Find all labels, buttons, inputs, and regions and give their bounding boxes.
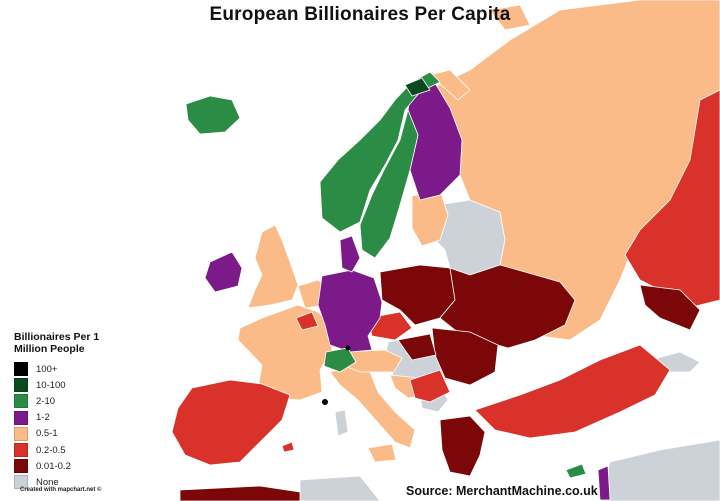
legend-item: 1-2 xyxy=(14,410,154,426)
legend-swatch xyxy=(14,443,28,458)
country-russia-caucasus xyxy=(639,284,701,331)
country-sardinia-none xyxy=(334,409,349,437)
region-100-plus-group xyxy=(322,345,351,405)
legend-swatch xyxy=(14,459,28,474)
legend-swatch xyxy=(14,475,28,490)
country-hungary xyxy=(397,333,437,361)
country-germany xyxy=(317,269,383,353)
country-russia xyxy=(427,0,720,341)
country-greece xyxy=(439,415,486,477)
legend-item: 0.2-0.5 xyxy=(14,442,154,458)
region-1-2-group xyxy=(204,77,611,501)
country-luxembourg-area xyxy=(295,311,319,331)
country-africa-none xyxy=(299,475,381,501)
country-sicily xyxy=(367,443,397,463)
legend-swatch xyxy=(14,410,28,425)
country-cyprus-east xyxy=(597,465,611,501)
legend-swatch xyxy=(14,394,28,409)
legend-label: 100+ xyxy=(36,363,58,375)
legend-item: 10-100 xyxy=(14,377,154,393)
country-middle-east-none xyxy=(599,439,720,501)
country-kazakhstan-east-russia xyxy=(624,89,720,311)
legend-title: Billionaires Per 1 Million People xyxy=(14,331,100,355)
legend-swatch xyxy=(14,378,28,393)
legend-label: 0.5-1 xyxy=(36,428,58,440)
legend-item: 0.5-1 xyxy=(14,426,154,442)
country-ireland xyxy=(204,251,243,293)
country-denmark xyxy=(339,235,361,273)
country-switzerland-liechtenstein xyxy=(323,347,357,373)
country-sweden xyxy=(359,108,419,259)
country-uk xyxy=(247,224,299,309)
country-russia-north-island xyxy=(489,4,531,31)
legend-item: 2-10 xyxy=(14,393,154,409)
country-bosnia-serbia xyxy=(409,369,451,403)
country-north-africa xyxy=(179,485,301,501)
legend-swatch xyxy=(14,426,28,441)
country-malta xyxy=(281,441,295,453)
legend-item: None xyxy=(14,474,154,490)
legend: Billionaires Per 1 Million People 100+ 1… xyxy=(14,331,154,491)
country-cyprus xyxy=(565,463,587,479)
country-romania-moldova xyxy=(431,327,499,386)
country-ukraine xyxy=(439,264,576,349)
region-10-100-group xyxy=(323,77,431,373)
country-turkey xyxy=(474,344,671,439)
country-finland-adjacent xyxy=(429,69,471,101)
map-title: European Billionaires Per Capita xyxy=(209,4,511,25)
country-monaco xyxy=(322,399,328,405)
legend-label: 2-10 xyxy=(36,395,56,407)
country-spain xyxy=(171,379,291,466)
legend-label: 10-100 xyxy=(36,379,66,391)
source-text: Source: MerchantMachine.co.uk xyxy=(406,484,598,498)
region-2-10-group xyxy=(185,71,587,479)
legend-item: 100+ xyxy=(14,361,154,377)
region-0.01-0.2-group xyxy=(179,264,701,501)
country-iceland xyxy=(185,95,241,135)
legend-swatch xyxy=(14,362,28,377)
legend-label: None xyxy=(36,476,59,488)
legend-item: 0.01-0.2 xyxy=(14,458,154,474)
legend-label: 0.01-0.2 xyxy=(36,460,71,472)
legend-label: 0.2-0.5 xyxy=(36,444,66,456)
country-norway-north-tip xyxy=(404,77,431,97)
country-liechtenstein xyxy=(345,345,351,351)
credit-text: Created with mapchart.net © xyxy=(20,487,102,493)
legend-label: 1-2 xyxy=(36,412,50,424)
